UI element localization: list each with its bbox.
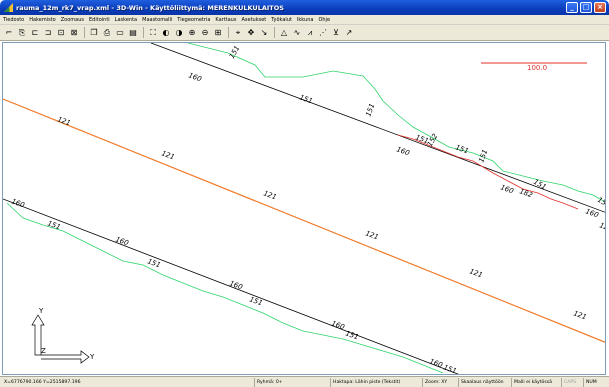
label-black-bottom-2: 160	[228, 279, 244, 291]
north-icon[interactable]: ↗	[345, 27, 353, 37]
window-title: rauma_12m_rk7_vrap.xml - 3D-Win - Käyttö…	[16, 3, 284, 12]
move-icon[interactable]: ✥	[247, 27, 255, 37]
profile-icon[interactable]: ⩘	[307, 27, 313, 37]
zoom-next-icon[interactable]: ◑	[175, 27, 183, 37]
label-green-bottom-4: 151	[442, 363, 457, 375]
status-group: Ryhmä: 0+	[254, 378, 304, 387]
label-black-top-1: 160	[395, 145, 411, 157]
minimize-button[interactable]: _	[566, 2, 578, 13]
status-caps: CAPS	[561, 378, 583, 387]
label-green-top-4: 151	[454, 143, 469, 155]
print-icon[interactable]: ⎙	[103, 27, 111, 37]
app-icon	[4, 3, 13, 12]
status-snap: Haktapa: Lähin piste (Tekstit)	[330, 378, 422, 387]
menu-ohje[interactable]: Ohje	[318, 16, 331, 23]
axis-y-label: Y	[38, 307, 44, 315]
label-red-top-1: 182	[518, 187, 534, 199]
status-num: NUM	[583, 378, 607, 387]
scale-label: 100.0	[527, 64, 547, 72]
measure-icon[interactable]: ⌖	[235, 27, 241, 37]
black-line-top	[150, 43, 605, 213]
select-icon[interactable]: ↘	[260, 27, 268, 37]
menu-maastomalli[interactable]: Maastomalli	[142, 16, 173, 23]
label-green-bottom-0: 151	[46, 219, 61, 231]
status-zoom: Zoom: XY	[422, 378, 458, 387]
red-line-top	[397, 134, 579, 210]
menu-zoomaus[interactable]: Zoomaus	[60, 16, 85, 23]
zoom-out-icon[interactable]: ⊖	[201, 27, 209, 37]
label-orange-1: 121	[160, 149, 175, 161]
point-edit-icon[interactable]: ⎘	[18, 27, 26, 37]
window-icon[interactable]: ▭	[116, 27, 124, 37]
label-orange-6: 121	[598, 221, 606, 233]
copy-icon[interactable]: ❐	[90, 27, 98, 37]
label-red-top-0: 152	[426, 132, 440, 148]
menu-laskenta[interactable]: Laskenta	[114, 16, 138, 23]
label-green-top-7: 151	[596, 196, 606, 210]
menu-ikkuna[interactable]: Ikkuna	[296, 16, 314, 23]
line-add-icon[interactable]: ⊏	[31, 27, 39, 37]
menu-tyokalut[interactable]: Työkalut	[271, 16, 292, 23]
drawing-canvas[interactable]: 100.0 160 160 160 160 151 151 151 151 15…	[2, 42, 606, 375]
title-bar: rauma_12m_rk7_vrap.xml - 3D-Win - Käyttö…	[0, 0, 609, 15]
point-add-icon[interactable]: ⌐	[5, 27, 13, 37]
label-green-bottom-3: 151	[344, 329, 359, 341]
zoom-in-icon[interactable]: ⊕	[188, 27, 196, 37]
toolbar-separator	[228, 27, 229, 38]
grid-icon[interactable]: ⋰	[319, 27, 327, 37]
menu-editointi[interactable]: Editointi	[89, 16, 110, 23]
label-black-top-2: 160	[499, 183, 515, 195]
menu-tiedosto[interactable]: Tiedosto	[3, 16, 25, 23]
area-add-icon[interactable]: ⊡	[57, 27, 65, 37]
menu-tiegeometria[interactable]: Tiegeometria	[177, 16, 211, 23]
zoom-previous-icon[interactable]: ◐	[162, 27, 170, 37]
orange-line	[3, 98, 605, 343]
status-model: Malli ei käytössä	[511, 378, 561, 387]
label-green-top-5: 151	[477, 148, 489, 163]
label-orange-2: 121	[262, 189, 277, 201]
area-edit-icon[interactable]: ⊠	[70, 27, 78, 37]
black-line-bottom	[3, 198, 459, 374]
label-green-top-6: 151	[532, 178, 548, 192]
drawing-svg[interactable]: 100.0 160 160 160 160 151 151 151 151 15…	[3, 43, 606, 375]
layers-icon[interactable]: ▤	[129, 27, 137, 37]
label-green-bottom-2: 151	[248, 295, 263, 307]
zoom-window-icon[interactable]: ⊞	[214, 27, 222, 37]
label-orange-4: 121	[468, 267, 483, 279]
label-black-bottom-1: 160	[114, 235, 130, 247]
axis-indicator: Y Y Z	[31, 307, 95, 364]
status-scaling: Skaalaus näyttöön	[458, 378, 511, 387]
toolbar-separator	[84, 27, 85, 38]
zoom-extents-icon[interactable]: ⛶	[150, 27, 156, 37]
label-orange-0: 121	[56, 115, 71, 127]
menu-karttaus[interactable]: Karttaus	[215, 16, 237, 23]
close-button[interactable]: ×	[594, 2, 606, 13]
label-black-top-0: 160	[187, 71, 203, 83]
label-orange-5: 121	[572, 309, 587, 321]
label-green-top-2: 151	[364, 102, 376, 117]
green-line-bottom	[6, 202, 444, 374]
label-green-top-1: 151	[298, 93, 313, 105]
toolbar: ⌐ ⎘ ⊏ ⊐ ⊡ ⊠ ❐ ⎙ ▭ ▤ ⛶ ◐ ◑ ⊕ ⊖ ⊞ ⌖ ✥ ↘ △ ∿ ⩘ ⋰ ⊻ ↗	[0, 25, 609, 41]
status-bar: X=6776790.166 Y=2515897.196 Ryhmä: 0+ Ha…	[0, 376, 609, 387]
axis-z-label: Z	[41, 347, 46, 355]
symbol-icon[interactable]: ⊻	[333, 27, 339, 37]
menu-asetukset[interactable]: Asetukset	[241, 16, 267, 23]
green-line-top	[187, 43, 605, 203]
line-edit-icon[interactable]: ⊐	[44, 27, 52, 37]
status-coords: X=6776790.166 Y=2515897.196	[4, 380, 81, 385]
menu-bar: Tiedosto Hakemisto Zoomaus Editointi Las…	[0, 15, 609, 25]
label-orange-3: 121	[364, 229, 379, 241]
axis-x-label: Y	[89, 353, 95, 361]
contour-icon[interactable]: ∿	[293, 27, 301, 37]
triangle-icon[interactable]: △	[280, 27, 288, 37]
menu-hakemisto[interactable]: Hakemisto	[29, 16, 56, 23]
toolbar-separator	[143, 27, 144, 38]
maximize-button[interactable]: □	[580, 2, 592, 13]
toolbar-separator	[274, 27, 275, 38]
